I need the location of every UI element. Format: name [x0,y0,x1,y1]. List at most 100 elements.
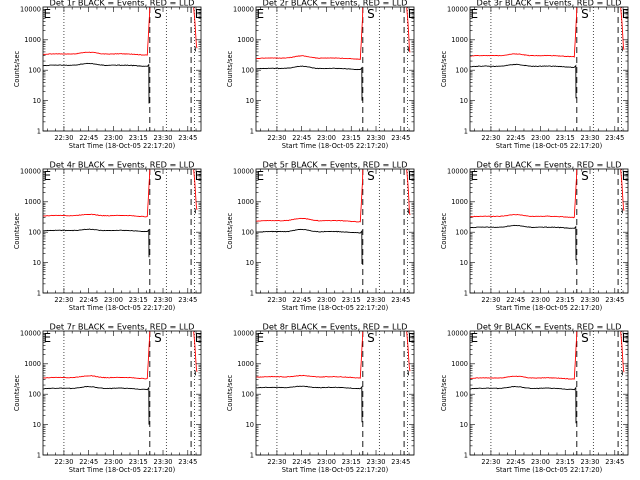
y-tick-label: 100 [455,67,468,75]
annotation-letter: E [622,169,630,183]
x-axis-label: Start Time (18-Oct-05 22:17:20) [69,304,175,312]
x-tick-label: 23:15 [129,296,148,304]
y-axis-label: Counts/sec [13,374,21,411]
y-tick-label: 10 [246,97,254,105]
y-tick-label: 1000 [451,36,468,44]
x-tick-label: 22:30 [54,296,73,304]
x-tick-label: 23:15 [342,134,361,142]
y-axis-label: Counts/sec [13,50,21,87]
lld-series-line [470,169,625,219]
panel-title: Det 5r BLACK = Events, RED = LLD [263,160,408,170]
x-axis-label: Start Time (18-Oct-05 22:17:20) [282,466,388,474]
y-tick-label: 1000 [24,198,41,206]
y-axis-label: Counts/sec [13,212,21,249]
events-series-line [470,46,623,99]
x-tick-label: 22:45 [506,458,525,466]
annotation-letter: S [154,331,162,345]
y-tick-label: 1000 [24,360,41,368]
x-tick-label: 22:30 [54,458,73,466]
plot-frame [255,168,415,294]
lld-series-line [470,7,625,58]
y-tick-label: 10000 [233,6,254,14]
y-tick-label: 1 [250,451,254,459]
events-series-line [256,370,409,423]
y-tick-label: 1 [250,127,254,135]
y-tick-label: 1000 [237,360,254,368]
panel-title: Det 1r BLACK = Events, RED = LLD [50,0,195,8]
x-tick-label: 23:15 [129,134,148,142]
panel-title: Det 2r BLACK = Events, RED = LLD [263,0,408,8]
x-tick-label: 23:00 [317,458,336,466]
y-tick-label: 10 [460,421,468,429]
x-tick-label: 22:45 [506,134,525,142]
y-axis-label: Counts/sec [440,50,448,87]
events-series-line [43,370,196,425]
y-tick-label: 100 [28,391,41,399]
panel-6: Det 6r BLACK = Events, RED = LLD 1 10 100 10… [440,160,629,313]
panel-3: Det 3r BLACK = Events, RED = LLD 1 10 100 10… [440,0,629,150]
plot-frame [42,168,202,294]
annotation-letter: S [367,331,375,345]
y-axis-label: Counts/sec [440,374,448,411]
events-series-line [43,46,196,104]
x-tick-label: 23:00 [104,296,123,304]
x-tick-label: 23:30 [367,458,386,466]
x-tick-label: 22:45 [79,458,98,466]
x-axis-label: Start Time (18-Oct-05 22:17:20) [69,142,175,150]
x-tick-label: 23:00 [317,134,336,142]
x-tick-label: 22:30 [267,458,286,466]
annotation-letter: E [256,169,264,183]
x-tick-label: 22:45 [292,296,311,304]
panel-title: Det 4r BLACK = Events, RED = LLD [50,160,195,170]
panel-5: Det 5r BLACK = Events, RED = LLD 1 10 100 10… [226,160,415,313]
plot-frame [469,168,629,294]
y-tick-label: 1000 [237,198,254,206]
x-axis-label: Start Time (18-Oct-05 22:17:20) [496,304,602,312]
x-tick-label: 22:45 [79,134,98,142]
annotation-letter: S [581,169,589,183]
x-axis-label: Start Time (18-Oct-05 22:17:20) [282,304,388,312]
x-tick-label: 22:30 [481,134,500,142]
annotation-letter: E [408,7,416,21]
events-series-line [256,208,409,265]
annotation-letter: E [43,331,51,345]
x-tick-label: 23:45 [605,458,624,466]
x-tick-label: 22:30 [481,296,500,304]
x-tick-label: 23:15 [556,134,575,142]
x-tick-label: 23:45 [391,296,410,304]
panel-8: Det 8r BLACK = Events, RED = LLD 1 10 100 10… [226,322,415,475]
plot-area [43,7,198,131]
x-tick-label: 23:15 [556,296,575,304]
panel-4: Det 4r BLACK = Events, RED = LLD 1 10 100 10… [13,160,202,313]
x-tick-label: 22:45 [506,296,525,304]
y-tick-label: 1000 [24,36,41,44]
x-tick-label: 23:30 [581,458,600,466]
y-tick-label: 10000 [447,330,468,338]
lld-series-line [43,169,198,218]
plot-area [470,169,625,293]
y-tick-label: 10000 [20,6,41,14]
x-tick-label: 23:30 [154,296,173,304]
y-tick-label: 100 [455,391,468,399]
annotation-letter: S [367,169,375,183]
annotation-letter: E [470,169,478,183]
annotation-letter: S [367,7,375,21]
y-tick-label: 100 [241,229,254,237]
x-tick-label: 23:00 [104,134,123,142]
plot-area [470,331,625,455]
y-tick-label: 1 [250,289,254,297]
plot-area [256,331,411,455]
x-tick-label: 23:00 [317,296,336,304]
y-tick-label: 10 [33,97,41,105]
annotation-letter: S [581,7,589,21]
y-tick-label: 10 [246,421,254,429]
y-tick-label: 100 [455,229,468,237]
y-tick-label: 10000 [447,6,468,14]
plot-area [43,331,198,455]
x-tick-label: 23:45 [605,134,624,142]
x-tick-label: 22:45 [292,134,311,142]
x-tick-label: 23:15 [129,458,148,466]
y-tick-label: 1 [464,289,468,297]
plot-area [256,169,411,293]
